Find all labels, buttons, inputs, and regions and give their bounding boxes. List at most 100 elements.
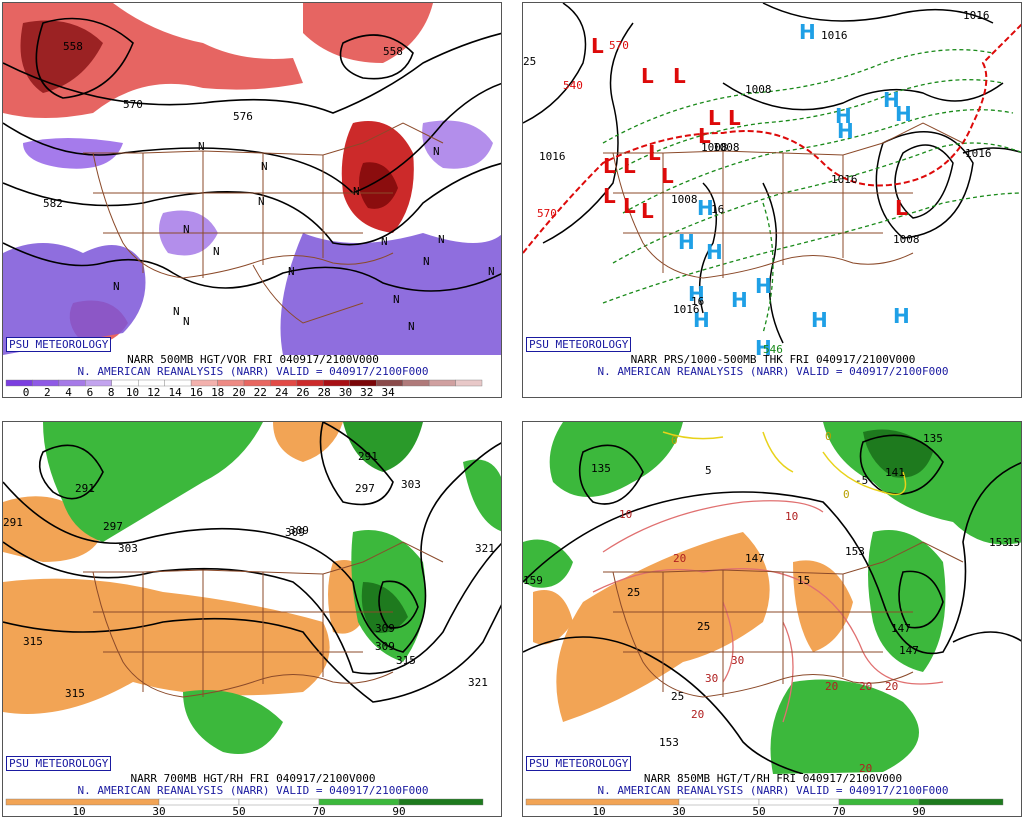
high-center: H [895, 102, 912, 126]
scale-label: 70 [312, 805, 325, 817]
contour-label: 315 [396, 654, 416, 667]
scale-label: 30 [339, 386, 352, 398]
isotherm-label: 0 [843, 488, 850, 501]
scale-swatch [838, 798, 920, 806]
vort-min-marker: N [183, 315, 190, 328]
psu-meteorology-logo: PSU METEOROLOGY [6, 756, 112, 771]
isotherm-label: 5 [705, 464, 712, 477]
high-center: H [835, 104, 852, 128]
vort-min-marker: N [353, 185, 360, 198]
high-center: H [688, 282, 705, 306]
contour-label-570: 570 [123, 98, 143, 111]
vort-min-atlantic [422, 120, 493, 169]
contour-label-582: 582 [43, 197, 63, 210]
isotherm-label: 30 [705, 672, 718, 685]
contour-label: 159 [523, 574, 543, 587]
rh-color-scale: 10 30 50 70 90 [3, 797, 501, 817]
isotherm-labels: 0 0 0 -5 5 10 10 15 20 20 20 20 20 20 25… [619, 430, 898, 774]
political-borders [603, 541, 964, 698]
vort-min-marker: N [433, 145, 440, 158]
height-contours [3, 17, 501, 292]
isobar-label: 1008 [713, 141, 740, 154]
contour-label: 297 [103, 520, 123, 533]
low-center: L [623, 194, 636, 218]
high-center: H [755, 336, 772, 355]
low-center: L [603, 184, 616, 208]
isotherm-label: 25 [671, 690, 684, 703]
psu-meteorology-logo: PSU METEOROLOGY [6, 337, 112, 352]
scale-label: 50 [752, 805, 765, 817]
isotherm-label: 20 [859, 762, 872, 774]
scale-label: 28 [318, 386, 331, 398]
isobar-label: 1016 [965, 147, 992, 160]
vort-core-pacific [20, 20, 103, 93]
contour-label: 309 [289, 524, 309, 537]
isobar-label: 1016 [821, 29, 848, 42]
scale-label: 2 [44, 386, 51, 398]
scale-label: 0 [23, 386, 30, 398]
contour-label: 291 [3, 516, 23, 529]
contour-label: 153 [845, 545, 865, 558]
contour-label-558a: 558 [383, 45, 403, 58]
vort-min-southwest [3, 243, 146, 355]
contour-label: 303 [118, 542, 138, 555]
moist-region-gulf [770, 679, 919, 774]
thickness-label: 25 [523, 55, 536, 68]
scale-label: 50 [232, 805, 245, 817]
map-500mb-vorticity: 582 576 570 558 558 N N N N N N N N N N … [3, 3, 501, 355]
low-center: L [661, 164, 674, 188]
scale-swatch [318, 798, 400, 806]
isobar-label: 1016 [673, 303, 700, 316]
scale-label: 10 [126, 386, 139, 398]
dry-region-pacific [533, 590, 573, 645]
moist-region-pacific [523, 539, 573, 588]
high-center: H [706, 240, 723, 264]
thickness-label: 570 [609, 39, 629, 52]
scale-label: 22 [254, 386, 267, 398]
psu-meteorology-logo: PSU METEOROLOGY [526, 756, 632, 771]
map-graphic: 291 297 303 309 309 309 315 315 315 321 … [3, 422, 501, 754]
isotherm-label: -5 [855, 474, 868, 487]
vorticity-color-scale: 0 2 4 6 8 10 12 14 16 18 20 22 24 26 28 30 32 34 [3, 378, 501, 398]
scale-label: 24 [275, 386, 289, 398]
vort-min-marker: N [288, 265, 295, 278]
scale-swatch [455, 379, 483, 387]
scale-label: 18 [211, 386, 224, 398]
map-surface-pressure: L L L L L L L L L L L L L L H H H H [523, 3, 1021, 355]
vort-min-marker: N [113, 280, 120, 293]
vort-min-marker: N [183, 223, 190, 236]
contour-label: 147 [899, 644, 919, 657]
thickness-label: 540 [563, 79, 583, 92]
isobar-label: 1008 [701, 141, 728, 154]
isobar-label: 1016 [963, 9, 990, 22]
panel-caption-product: NARR 500MB HGT/VOR FRI 040917/2100V000 [127, 353, 379, 366]
low-center: L [895, 196, 908, 220]
contour-label: 135 [591, 462, 611, 475]
panel-caption-valid: N. AMERICAN REANALYSIS (NARR) VALID = 04… [597, 784, 949, 797]
high-center: H [693, 308, 710, 332]
scale-label: 12 [147, 386, 160, 398]
scale-label: 90 [912, 805, 925, 817]
contour-label: 291 [75, 482, 95, 495]
color-scale-graphic: 10 30 50 70 90 [525, 798, 1004, 817]
vort-min-marker: N [381, 235, 388, 248]
contour-label: 315 [23, 635, 43, 648]
contour-label: 309 [285, 526, 305, 539]
scale-swatch [402, 379, 430, 387]
moist-region-northwest [549, 422, 683, 497]
map-850mb-temperature: 135 141 147 147 153 153 159 159 147 135 … [523, 422, 1022, 774]
high-center: H [799, 20, 816, 44]
panel-850mb-temperature-rh: 135 141 147 147 153 153 159 159 147 135 … [522, 421, 1022, 817]
scale-swatch [398, 798, 484, 806]
scale-label: 8 [108, 386, 115, 398]
scale-label: 4 [65, 386, 72, 398]
isotherm-label: 15 [797, 574, 810, 587]
contour-label: 159 [1007, 536, 1022, 549]
isotherm-label: 25 [627, 586, 640, 599]
scale-label: 90 [392, 805, 405, 817]
panel-surface-pressure-thickness: L L L L L L L L L L L L L L H H H H [522, 2, 1022, 398]
contour-label: 291 [358, 450, 378, 463]
low-center: L [603, 154, 616, 178]
vort-min-marker: N [408, 320, 415, 333]
contour-label: 153 [659, 736, 679, 749]
